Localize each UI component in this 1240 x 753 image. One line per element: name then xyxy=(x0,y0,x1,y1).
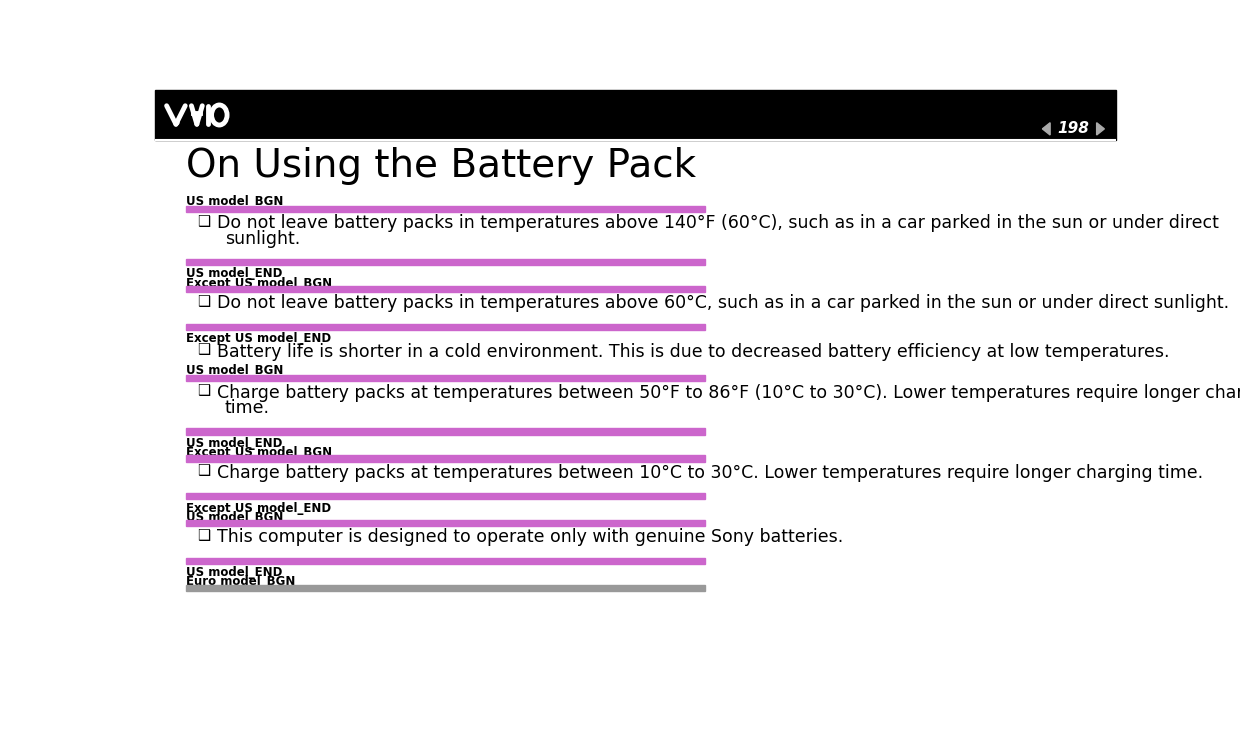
Text: ❑: ❑ xyxy=(197,214,211,229)
Text: Precautions: Precautions xyxy=(1027,148,1120,161)
Bar xyxy=(186,428,706,434)
Text: ❑: ❑ xyxy=(197,463,211,478)
Bar xyxy=(186,456,706,462)
Text: US model_END: US model_END xyxy=(186,267,283,280)
Bar xyxy=(186,259,706,265)
Bar xyxy=(186,286,706,292)
Text: ❑: ❑ xyxy=(197,342,211,357)
Bar xyxy=(186,324,706,330)
Text: US model_END: US model_END xyxy=(186,437,283,450)
Text: Battery life is shorter in a cold environment. This is due to decreased battery : Battery life is shorter in a cold enviro… xyxy=(217,343,1169,361)
Bar xyxy=(186,584,706,591)
Text: VAIO: VAIO xyxy=(166,101,242,129)
Text: US model_BGN: US model_BGN xyxy=(186,195,284,208)
Text: Euro model_BGN: Euro model_BGN xyxy=(186,575,295,588)
Bar xyxy=(186,520,706,526)
Bar xyxy=(166,102,250,127)
Text: time.: time. xyxy=(224,399,270,417)
Text: ❑: ❑ xyxy=(197,294,211,309)
Polygon shape xyxy=(1096,123,1105,135)
Bar xyxy=(186,493,706,499)
Text: Charge battery packs at temperatures between 50°F to 86°F (10°C to 30°C). Lower : Charge battery packs at temperatures bet… xyxy=(217,384,1240,402)
Text: US model_BGN: US model_BGN xyxy=(186,511,284,524)
Bar xyxy=(186,558,706,564)
Bar xyxy=(186,375,706,382)
Polygon shape xyxy=(1043,123,1050,135)
Text: Do not leave battery packs in temperatures above 60°C, such as in a car parked i: Do not leave battery packs in temperatur… xyxy=(217,294,1229,312)
Bar xyxy=(186,206,706,212)
Text: ❑: ❑ xyxy=(197,383,211,398)
Text: US model_END: US model_END xyxy=(186,566,283,579)
Text: 198: 198 xyxy=(1058,121,1089,136)
Text: Except US model_END: Except US model_END xyxy=(186,332,331,345)
Text: Except US model_BGN: Except US model_BGN xyxy=(186,446,332,459)
Text: Except US model_END: Except US model_END xyxy=(186,501,331,514)
Text: sunlight.: sunlight. xyxy=(224,230,300,248)
Text: On Using the Battery Pack: On Using the Battery Pack xyxy=(186,147,696,184)
Text: Except US model_BGN: Except US model_BGN xyxy=(186,276,332,290)
Text: This computer is designed to operate only with genuine Sony batteries.: This computer is designed to operate onl… xyxy=(217,529,843,547)
Bar xyxy=(155,90,1116,139)
Text: US model_BGN: US model_BGN xyxy=(186,364,284,377)
Text: Charge battery packs at temperatures between 10°C to 30°C. Lower temperatures re: Charge battery packs at temperatures bet… xyxy=(217,464,1203,482)
Text: ΛΑIO: ΛΑIO xyxy=(169,113,172,114)
Text: ❑: ❑ xyxy=(197,528,211,543)
Text: Do not leave battery packs in temperatures above 140°F (60°C), such as in a car : Do not leave battery packs in temperatur… xyxy=(217,215,1219,233)
